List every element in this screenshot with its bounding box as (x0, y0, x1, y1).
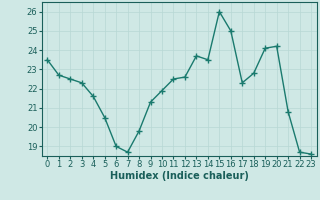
X-axis label: Humidex (Indice chaleur): Humidex (Indice chaleur) (110, 171, 249, 181)
